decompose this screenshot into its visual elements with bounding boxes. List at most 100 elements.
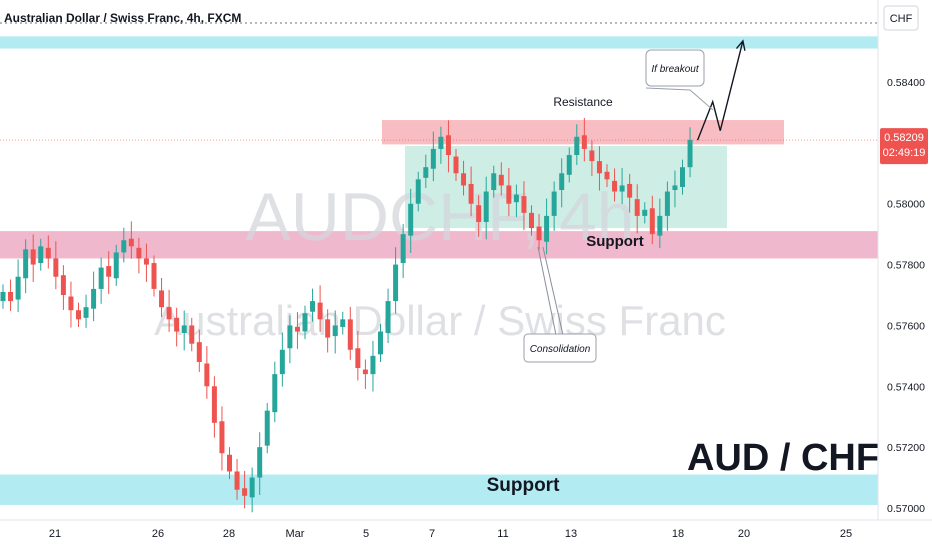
time-tick-label: 25	[840, 528, 852, 540]
candle-body	[491, 173, 497, 191]
candle-body	[38, 246, 44, 264]
candle-body	[559, 173, 565, 191]
candle-body	[264, 410, 270, 446]
candle-body	[204, 363, 210, 387]
time-tick-label: 13	[565, 528, 577, 540]
projection-arrowhead	[735, 39, 746, 51]
candle-body	[317, 302, 323, 320]
zone-support-low	[0, 474, 878, 505]
candle-body	[498, 174, 504, 186]
candle-body	[657, 215, 663, 236]
candle-body	[287, 325, 293, 349]
candle-body	[121, 240, 127, 253]
callout-box	[645, 49, 705, 87]
candle-body	[483, 191, 489, 222]
zone-cyan-top	[0, 36, 878, 49]
candle-body	[53, 258, 59, 277]
time-axis[interactable]: 21 26 28 Mar 5 7 11 13 18 20 25	[0, 519, 932, 540]
candle-body	[332, 325, 338, 337]
candle-body	[76, 310, 81, 320]
currency-label: CHF	[890, 13, 913, 25]
candle-body	[438, 136, 444, 149]
candle-body	[294, 326, 300, 332]
price-tick-label: 0.58000	[887, 199, 925, 211]
support-mid-label: Support	[586, 233, 644, 250]
time-tick-label: 18	[672, 528, 684, 540]
projection-path	[696, 40, 744, 141]
currency-box[interactable]	[883, 5, 919, 31]
candle-body	[680, 167, 685, 187]
current-price-badge-bg	[880, 128, 928, 165]
price-axis[interactable]: CHF 0.584000.582000.580000.578000.576000…	[877, 0, 932, 550]
candle-body	[347, 319, 353, 350]
candle-body	[529, 212, 534, 229]
candle-body	[234, 471, 240, 490]
price-tick-label: 0.57200	[887, 442, 925, 454]
candle-body	[430, 148, 436, 169]
candle-body	[378, 331, 383, 355]
candle-body	[476, 205, 482, 222]
price-tick-label: 0.57400	[887, 381, 925, 393]
candle-body	[340, 319, 346, 327]
callout-pointer	[542, 246, 564, 336]
candle-body	[196, 342, 202, 362]
time-tick-label: 5	[363, 528, 369, 540]
candles-layer	[0, 117, 693, 513]
breakout-callout[interactable]: If breakout	[645, 49, 714, 111]
candle-body	[30, 249, 36, 265]
candle-body	[574, 136, 580, 156]
candle-body	[60, 275, 66, 295]
candle-body	[166, 307, 172, 320]
candle-body	[227, 454, 232, 472]
consolidation-callout[interactable]: Consolidation	[523, 246, 597, 363]
time-tick-label: 7	[429, 528, 435, 540]
zones-layer	[0, 36, 878, 505]
candle-body	[128, 238, 134, 247]
current-price-value: 0.58209	[884, 132, 924, 144]
resistance-label: Resistance	[553, 95, 613, 109]
callout-pointer	[537, 246, 557, 336]
candle-body	[687, 139, 693, 168]
candle-body	[279, 349, 285, 375]
candle-body	[461, 173, 467, 186]
candle-body	[385, 301, 391, 334]
candle-body	[627, 183, 633, 198]
candle-body	[45, 247, 51, 259]
bar-countdown: 02:49:19	[883, 147, 926, 159]
candle-body	[566, 155, 572, 175]
candle-body	[325, 319, 331, 338]
candle-body	[445, 135, 451, 156]
candle-body	[672, 185, 678, 191]
candle-body	[15, 276, 21, 300]
price-tick-label: 0.57600	[887, 320, 925, 332]
candle-body	[106, 266, 112, 277]
candle-body	[181, 325, 187, 334]
candle-body	[536, 226, 542, 241]
candle-body	[143, 258, 149, 265]
candle-body	[302, 313, 308, 332]
candle-body	[408, 203, 414, 236]
candle-body	[272, 374, 278, 413]
candle-body	[174, 317, 180, 332]
candle-body	[596, 161, 602, 174]
candle-body	[423, 167, 429, 178]
callout-pointer	[645, 87, 714, 111]
candle-body	[415, 179, 421, 204]
candle-body	[98, 267, 104, 289]
candle-body	[642, 209, 648, 216]
candle-body	[136, 247, 142, 259]
candle-body	[612, 180, 618, 192]
candle-body	[468, 183, 474, 204]
consolidation-label: Consolidation	[530, 344, 591, 355]
candle-body	[362, 369, 368, 375]
current-price-badge: 0.58209 02:49:19	[880, 128, 928, 165]
watermark-name: Australian Dollar / Swiss Franc	[154, 297, 726, 344]
candle-body	[521, 196, 527, 213]
price-tick-label: 0.57000	[887, 503, 925, 515]
candle-body	[189, 325, 195, 344]
time-tick-label: 20	[738, 528, 750, 540]
price-axis-bg	[878, 0, 932, 550]
chart-title: Australian Dollar / Swiss Franc, 4h, FXC…	[4, 11, 241, 25]
